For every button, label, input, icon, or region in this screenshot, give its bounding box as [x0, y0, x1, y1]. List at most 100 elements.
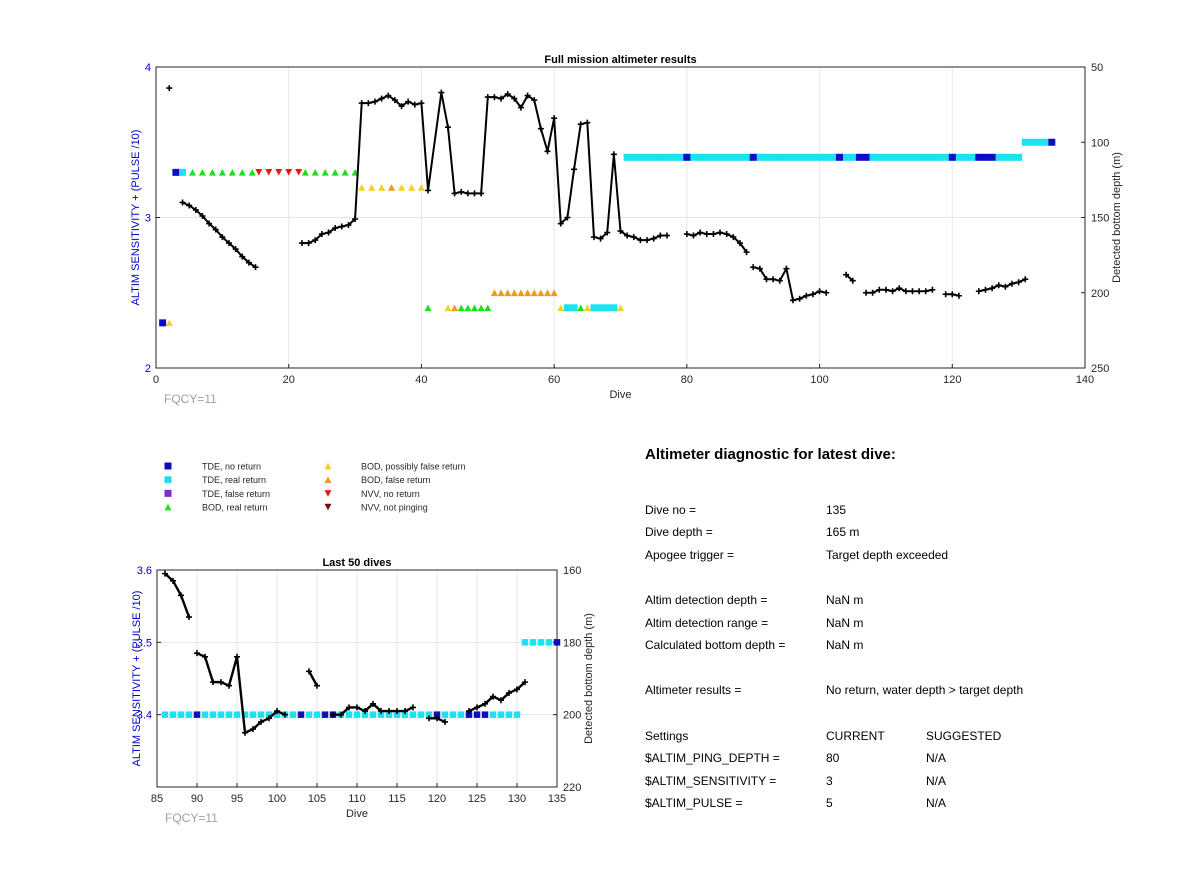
bottom-depth-point	[723, 231, 730, 238]
data-marker-tde-real	[1008, 153, 1016, 161]
bottom-depth-point	[514, 686, 520, 693]
bottom-depth-point	[218, 679, 224, 686]
data-marker-tde-real	[273, 711, 281, 718]
diagnostic-key: Altim detection depth =	[645, 592, 768, 607]
bottom-depth-point	[750, 264, 757, 271]
data-marker-tde-no	[862, 153, 870, 161]
bottom-depth-point	[506, 689, 512, 696]
data-marker-tde-real	[179, 168, 187, 176]
chart-last-50-dives: 85 90 95 100 105 110 115 120 125 130 135 3.4 3.5 3.6 1…	[131, 557, 595, 825]
data-marker-nvv-no	[265, 169, 273, 176]
data-marker-tde-real	[570, 304, 578, 312]
plot-area	[159, 85, 1056, 327]
setting-suggested: N/A	[926, 773, 947, 788]
bottom-depth-point	[498, 95, 505, 102]
bottom-depth-line	[301, 92, 667, 245]
data-marker-tde-real	[762, 153, 770, 161]
data-marker-bod-real	[218, 169, 226, 176]
bottom-depth-point	[212, 226, 219, 233]
bottom-depth-point	[995, 282, 1002, 289]
data-marker-tde-real	[537, 639, 545, 646]
bottom-depth-point	[736, 240, 743, 247]
bottom-depth-point	[1002, 283, 1009, 290]
data-marker-tde-no	[321, 711, 329, 718]
data-marker-tde-real	[776, 153, 784, 161]
data-marker-tde-no	[473, 711, 481, 718]
bottom-depth-point	[451, 190, 458, 197]
x-tick-label: 60	[548, 374, 560, 386]
x-tick-label: 120	[943, 374, 961, 386]
data-marker-tde-real	[816, 153, 824, 161]
y-tick-label: 3.6	[137, 565, 152, 577]
legend-marker	[164, 462, 172, 470]
data-marker-bod-false	[530, 289, 538, 297]
bottom-depth-point	[776, 277, 783, 284]
bottom-depth-point	[816, 288, 823, 295]
bottom-depth-point	[790, 297, 797, 304]
y2-tick-label: 220	[563, 782, 581, 794]
y-tick-label: 3.4	[137, 710, 152, 722]
legend-label: BOD, possibly false return	[361, 462, 466, 472]
data-marker-bod-real	[208, 169, 216, 176]
data-marker-tde-real	[161, 711, 169, 718]
bottom-depth-point	[471, 190, 478, 197]
altimeter-diagnostic-panel: Altimeter diagnostic for latest dive: Di…	[645, 446, 1165, 815]
data-marker-bod-real	[311, 169, 319, 176]
bottom-depth-point	[571, 166, 578, 173]
legend-marker	[324, 476, 332, 484]
bottom-depth-point	[225, 240, 232, 247]
data-marker-bod-false	[510, 289, 518, 297]
bottom-depth-point	[444, 124, 451, 131]
bottom-depth-point	[186, 614, 192, 621]
bottom-depth-point	[434, 715, 440, 722]
data-marker-bod-pfalse	[444, 304, 452, 312]
y2-tick-label: 250	[1091, 363, 1109, 375]
data-marker-bod-real	[424, 304, 432, 312]
y2-axis-label: Detected bottom depth (m)	[1111, 152, 1123, 283]
data-marker-bod-pfalse	[417, 184, 425, 191]
bottom-depth-point	[170, 577, 176, 584]
setting-name: $ALTIM_PULSE =	[645, 796, 743, 811]
data-marker-bod-false	[490, 289, 498, 297]
diagnostic-value: No return, water depth > target depth	[826, 683, 1024, 698]
bottom-depth-point	[298, 240, 305, 247]
bottom-depth-point	[464, 190, 471, 197]
bottom-depth-point	[402, 708, 408, 715]
legend-label: BOD, false return	[361, 475, 431, 485]
data-marker-bod-real	[228, 169, 236, 176]
bottom-depth-point	[531, 97, 538, 104]
y-tick-label: 2	[145, 363, 151, 375]
data-marker-bod-real	[477, 304, 485, 312]
data-marker-tde-real	[417, 711, 425, 718]
bottom-depth-point	[338, 711, 344, 718]
data-marker-tde-real	[922, 153, 930, 161]
setting-suggested: N/A	[926, 751, 947, 766]
bottom-depth-point	[869, 289, 876, 296]
fqcy-annotation: FQCY=11	[164, 392, 217, 406]
data-marker-bod-real	[198, 169, 206, 176]
legend-marker	[164, 503, 172, 511]
data-marker-bod-false	[504, 289, 512, 297]
diagnostic-key: Dive depth =	[645, 525, 713, 540]
bottom-depth-point	[305, 240, 312, 247]
bottom-depth-point	[325, 229, 332, 236]
data-marker-tde-real	[623, 153, 631, 161]
bottom-depth-point	[717, 229, 724, 236]
data-marker-tde-real	[696, 153, 704, 161]
bottom-depth-point	[358, 100, 365, 107]
data-marker-tde-no	[749, 153, 757, 161]
data-marker-nvv-no	[255, 169, 263, 176]
data-marker-tde-real	[962, 153, 970, 161]
data-marker-tde-no	[465, 711, 473, 718]
bottom-depth-point	[318, 231, 325, 238]
bottom-depth-point	[474, 704, 480, 711]
setting-suggested: N/A	[926, 796, 947, 811]
diagnostic-row-dive-depth: Dive depth = 165 m	[645, 521, 1165, 544]
bottom-depth-point	[809, 291, 816, 298]
bottom-depth-point	[242, 729, 248, 736]
legend-marker	[324, 490, 332, 497]
data-marker-tde-real	[822, 153, 830, 161]
bottom-depth-point	[889, 288, 896, 295]
data-marker-tde-no	[172, 168, 180, 176]
bottom-depth-point	[522, 679, 528, 686]
